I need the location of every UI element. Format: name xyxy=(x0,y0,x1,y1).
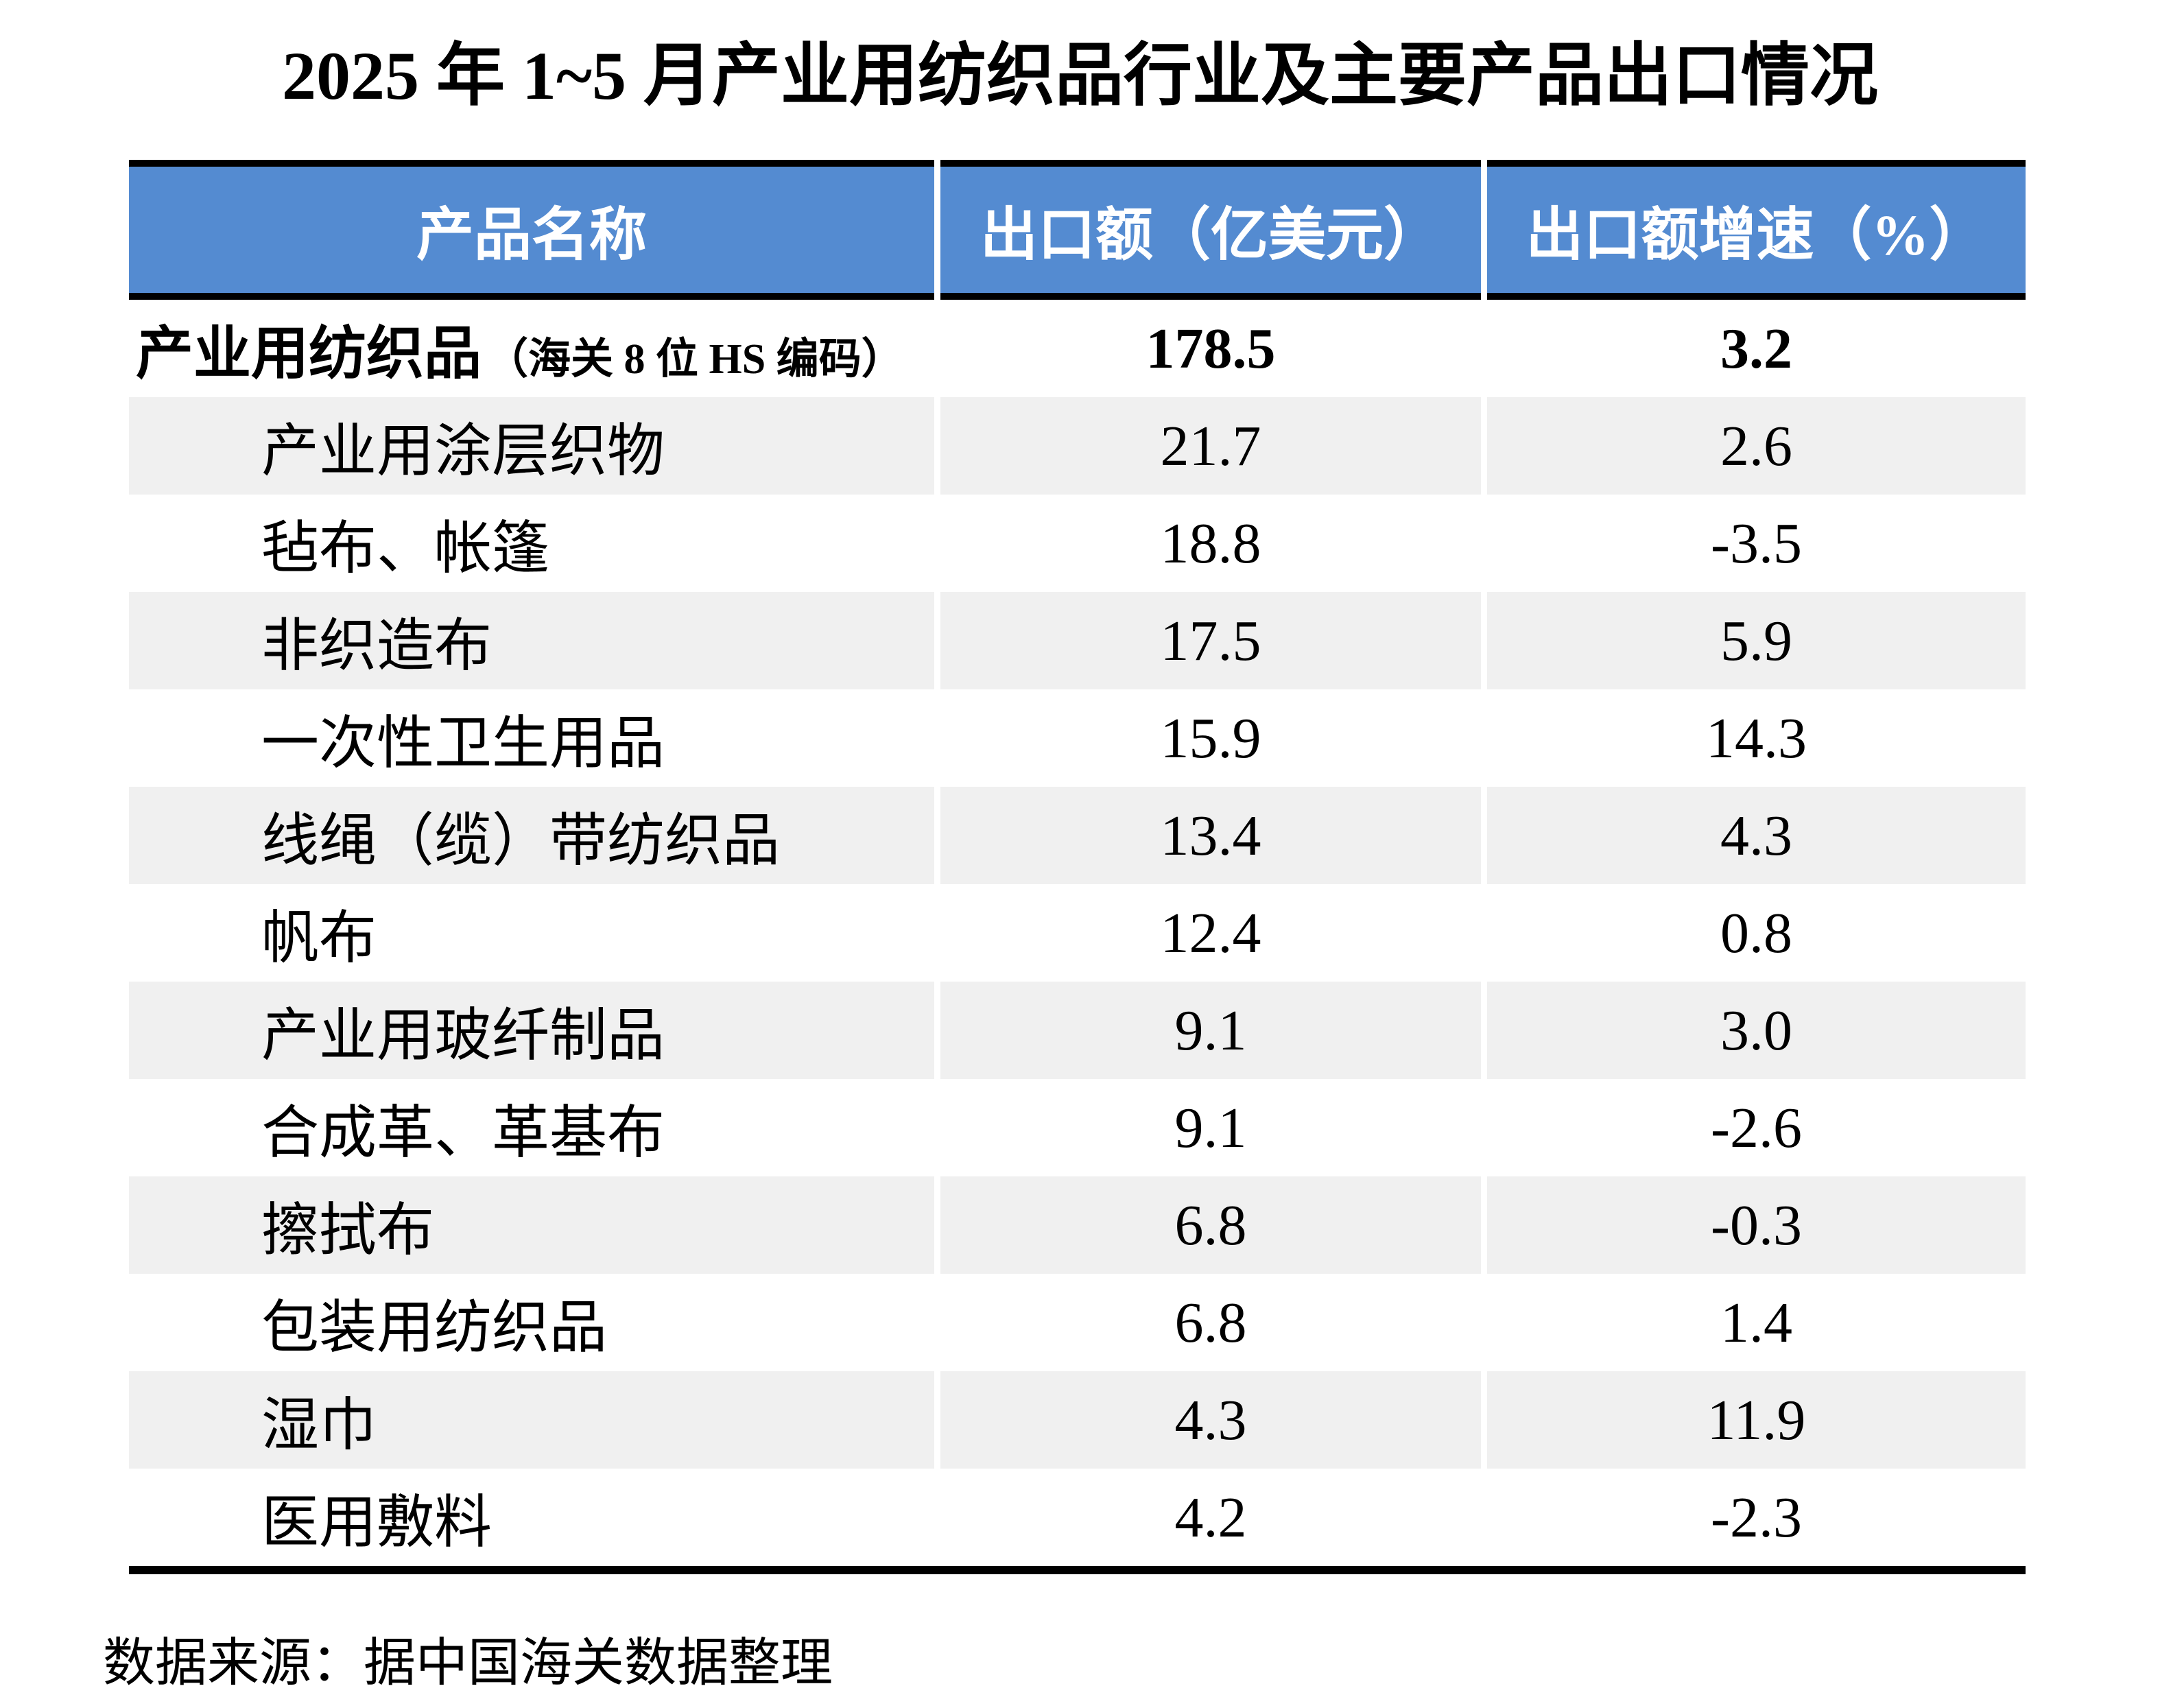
total-growth-cell: 3.2 xyxy=(1487,300,2026,397)
product-name-cell: 擦拭布 xyxy=(129,1176,934,1274)
growth-cell: 5.9 xyxy=(1487,592,2026,689)
product-name-cell: 医用敷料 xyxy=(129,1469,934,1566)
total-export-value-cell: 178.5 xyxy=(940,300,1481,397)
header-bottom-border xyxy=(940,293,1481,300)
product-name-cell: 产业用涂层织物 xyxy=(129,397,934,495)
product-name-cell: 非织造布 xyxy=(129,592,934,689)
export-value-cell: 21.7 xyxy=(940,397,1481,495)
growth-cell: 4.3 xyxy=(1487,787,2026,884)
growth-cell: 0.8 xyxy=(1487,884,2026,982)
column-header-export-value: 出口额（亿美元） xyxy=(940,167,1481,293)
growth-cell: 11.9 xyxy=(1487,1371,2026,1469)
growth-cell: -2.3 xyxy=(1487,1469,2026,1566)
total-product-note: （海关 8 位 HS 编码） xyxy=(486,335,904,383)
table-top-border xyxy=(129,160,934,167)
page-title: 2025 年 1~5 月产业用纺织品行业及主要产品出口情况 xyxy=(282,38,1878,114)
export-value-cell: 6.8 xyxy=(940,1176,1481,1274)
growth-cell: 2.6 xyxy=(1487,397,2026,495)
growth-cell: -2.6 xyxy=(1487,1079,2026,1176)
export-value-cell: 18.8 xyxy=(940,495,1481,592)
export-table: 产品名称 出口额（亿美元） 出口额增速（%） 产业用纺织品 （海关 8 位 HS… xyxy=(129,160,2026,1574)
product-name-cell: 毡布、帐篷 xyxy=(129,495,934,592)
export-value-cell: 4.3 xyxy=(940,1371,1481,1469)
export-value-cell: 9.1 xyxy=(940,982,1481,1079)
export-value-cell: 17.5 xyxy=(940,592,1481,689)
product-name-cell: 湿巾 xyxy=(129,1371,934,1469)
source-note: 数据来源：据中国海关数据整理 xyxy=(103,1635,833,1692)
header-bottom-border xyxy=(129,293,934,300)
product-name-cell: 包装用纺织品 xyxy=(129,1274,934,1371)
product-name-cell: 产业用玻纤制品 xyxy=(129,982,934,1079)
export-value-cell: 4.2 xyxy=(940,1469,1481,1566)
total-product-name-cell: 产业用纺织品 （海关 8 位 HS 编码） xyxy=(129,300,934,397)
product-name-cell: 线绳（缆）带纺织品 xyxy=(129,787,934,884)
export-value-cell: 13.4 xyxy=(940,787,1481,884)
growth-cell: -3.5 xyxy=(1487,495,2026,592)
table-top-border xyxy=(1487,160,2026,167)
column-header-product-name: 产品名称 xyxy=(129,167,934,293)
export-value-cell: 12.4 xyxy=(940,884,1481,982)
total-product-name: 产业用纺织品 xyxy=(136,322,482,386)
export-value-cell: 15.9 xyxy=(940,689,1481,787)
growth-cell: 3.0 xyxy=(1487,982,2026,1079)
product-name-cell: 帆布 xyxy=(129,884,934,982)
product-name-cell: 合成革、革基布 xyxy=(129,1079,934,1176)
table-top-border xyxy=(940,160,1481,167)
growth-cell: -0.3 xyxy=(1487,1176,2026,1274)
column-header-growth-rate: 出口额增速（%） xyxy=(1487,167,2026,293)
export-value-cell: 6.8 xyxy=(940,1274,1481,1371)
header-bottom-border xyxy=(1487,293,2026,300)
product-name-cell: 一次性卫生用品 xyxy=(129,689,934,787)
export-table-grid: 产品名称 出口额（亿美元） 出口额增速（%） 产业用纺织品 （海关 8 位 HS… xyxy=(129,160,2026,1574)
growth-cell: 1.4 xyxy=(1487,1274,2026,1371)
export-value-cell: 9.1 xyxy=(940,1079,1481,1176)
table-bottom-border xyxy=(129,1566,2026,1574)
growth-cell: 14.3 xyxy=(1487,689,2026,787)
